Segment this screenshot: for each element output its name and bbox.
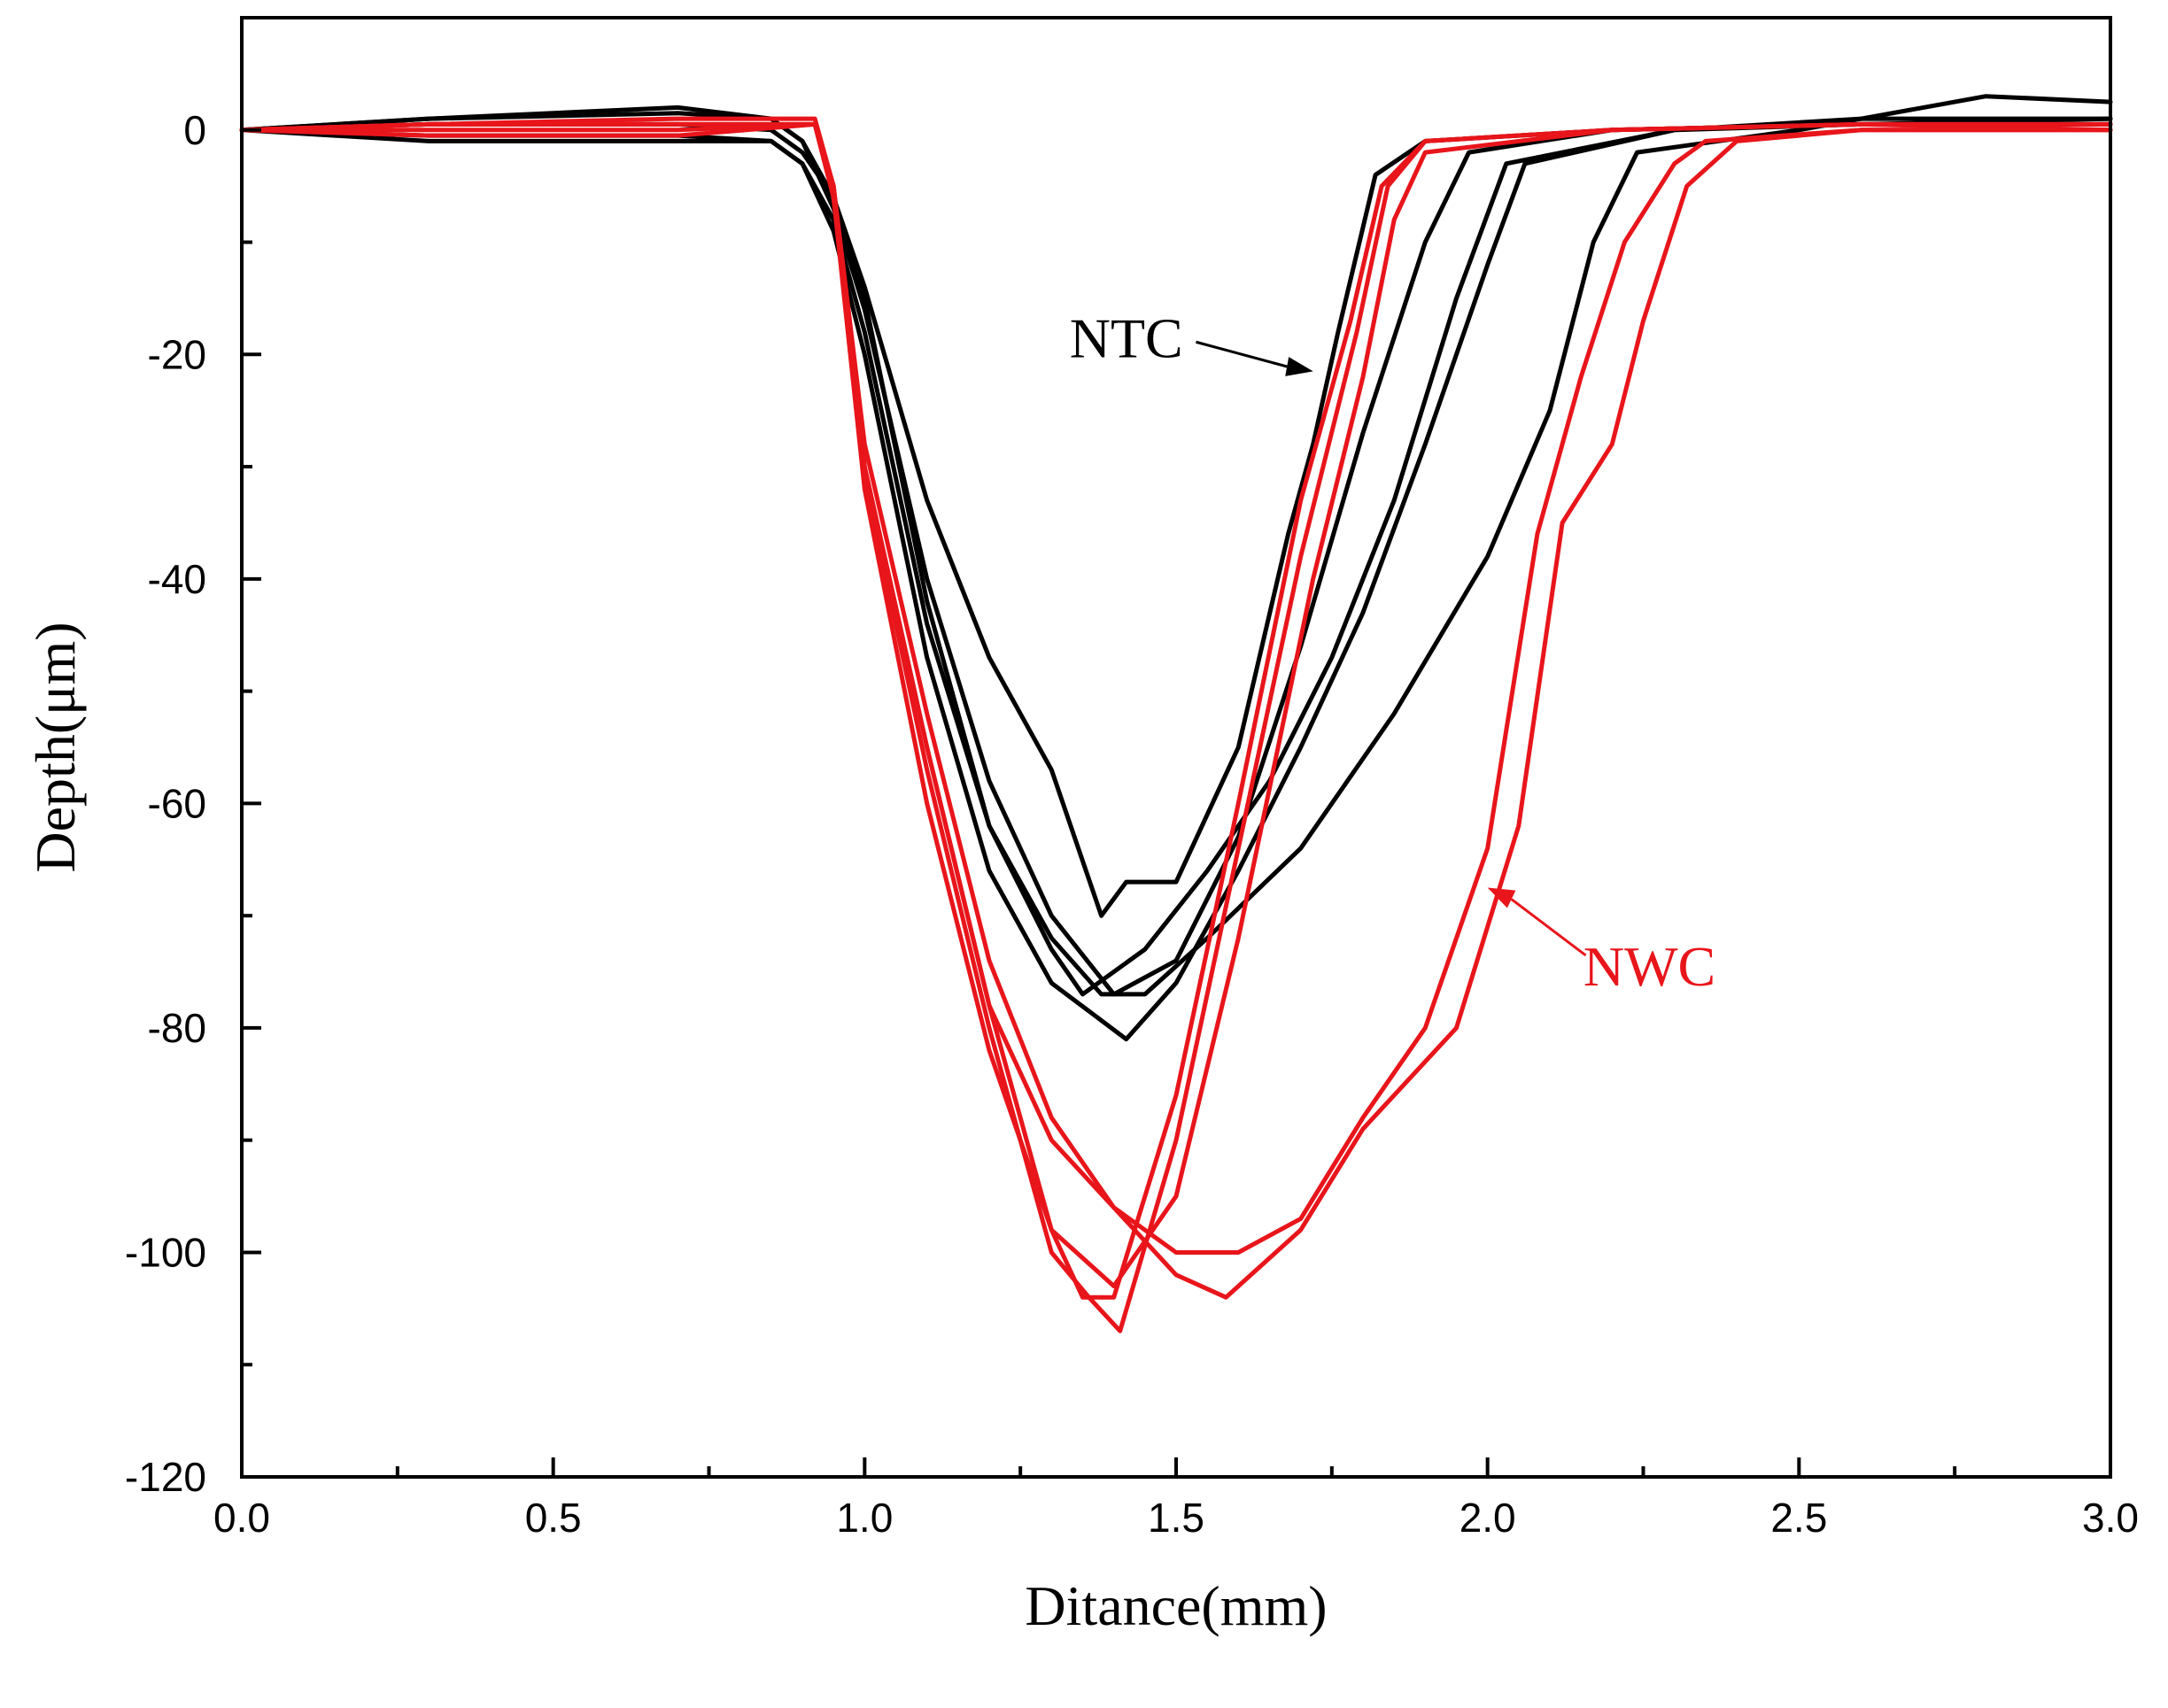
nwc-label: NWC	[1583, 935, 1715, 998]
plot-frame	[240, 16, 2112, 1479]
y-tick-label: -40	[148, 556, 206, 602]
nwc-arrow-line	[1510, 898, 1587, 957]
y-tick-label: -60	[148, 780, 206, 826]
series-line-nwc-8	[239, 121, 2113, 1288]
ntc-arrow-head	[1285, 357, 1313, 376]
series-line-ntc-3	[239, 121, 2113, 997]
series-line-nwc-7	[239, 121, 2113, 1333]
nwc-arrow-head	[1487, 887, 1516, 908]
y-axis-title: Depth(μm)	[24, 622, 87, 872]
ntc-label: NTC	[1070, 306, 1183, 369]
x-tick-label: 1.5	[1148, 1495, 1204, 1541]
series-line-ntc-5	[239, 94, 2113, 997]
y-tick-label: -100	[125, 1229, 206, 1275]
series-line-ntc-1	[239, 121, 2113, 918]
series-line-nwc-6	[239, 116, 2113, 1300]
y-tick-label: -80	[148, 1005, 206, 1051]
x-axis-title: Ditance(mm)	[1025, 1574, 1327, 1637]
x-tick-label: 2.0	[1460, 1495, 1516, 1541]
x-tick-label: 2.5	[1770, 1495, 1827, 1541]
series-line-nwc-10	[239, 121, 2113, 1300]
y-tick-label: 0	[183, 107, 206, 153]
x-tick-label: 3.0	[2082, 1495, 2139, 1541]
x-tick-label: 0.0	[213, 1495, 270, 1541]
series-line-ntc-4	[239, 116, 2113, 1042]
x-tick-label: 0.5	[525, 1495, 582, 1541]
ntc-arrow-line	[1196, 340, 1288, 368]
axis-layer: 0.0 0.5 1.0 1.5 2.0 2.5 3.0 0 -20 -40 -60 -80 -100 -1…	[125, 16, 2139, 1541]
y-tick-label: -120	[125, 1454, 206, 1500]
annotation-layer: NTC NWC	[1070, 306, 1715, 998]
series-layer	[239, 94, 2113, 1333]
series-line-nwc-9	[239, 121, 2113, 1255]
series-line-ntc-2	[239, 104, 2113, 997]
x-tick-label: 1.0	[836, 1495, 893, 1541]
y-tick-label: -20	[148, 331, 206, 377]
